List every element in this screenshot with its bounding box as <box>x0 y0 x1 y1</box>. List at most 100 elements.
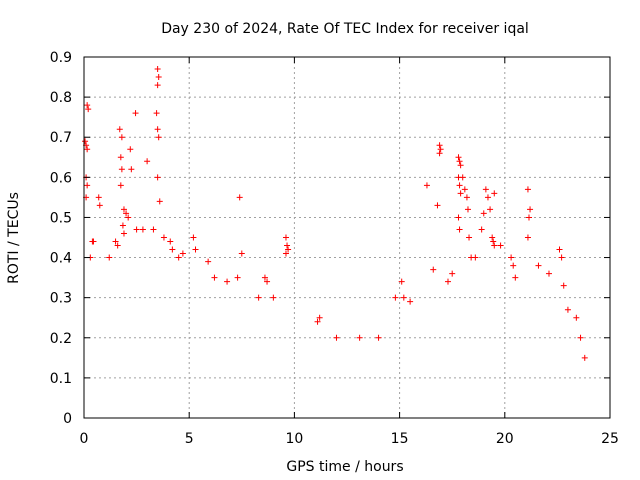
data-point <box>285 246 292 253</box>
data-point <box>558 254 565 261</box>
data-point <box>456 182 463 189</box>
data-point <box>436 142 443 149</box>
data-point <box>478 226 485 233</box>
x-tick-label: 0 <box>80 431 89 447</box>
y-tick-label: 0.7 <box>50 130 72 146</box>
data-point <box>457 162 464 169</box>
data-point <box>150 226 157 233</box>
data-point <box>455 214 462 221</box>
data-point <box>489 234 496 241</box>
data-point <box>160 234 167 241</box>
chart-title: Day 230 of 2024, Rate Of TEC Index for r… <box>161 21 529 37</box>
grid-lines <box>84 57 610 418</box>
data-point <box>491 242 498 249</box>
data-point <box>139 226 146 233</box>
y-tick-label: 0.1 <box>50 371 72 387</box>
data-point <box>487 206 494 213</box>
data-point <box>117 182 124 189</box>
data-point <box>82 138 89 145</box>
data-point <box>236 194 243 201</box>
data-point <box>545 270 552 277</box>
data-point <box>430 266 437 273</box>
data-point <box>156 198 163 205</box>
data-point <box>179 250 186 257</box>
data-point <box>449 270 456 277</box>
data-point <box>423 182 430 189</box>
x-tick-label: 15 <box>391 431 409 447</box>
data-point <box>155 134 162 141</box>
data-point <box>356 334 363 341</box>
data-point <box>463 194 470 201</box>
data-point <box>234 274 241 281</box>
data-point <box>482 186 489 193</box>
data-point <box>116 126 123 133</box>
x-axis-label: GPS time / hours <box>286 459 403 475</box>
data-point <box>497 242 504 249</box>
data-point <box>556 246 563 253</box>
y-tick-label: 0.4 <box>50 251 72 267</box>
data-point <box>96 202 103 209</box>
y-tick-label: 0.5 <box>50 210 72 226</box>
data-point <box>154 66 161 73</box>
data-point <box>85 106 92 113</box>
data-point <box>524 234 531 241</box>
data-point <box>282 234 289 241</box>
data-point <box>120 230 127 237</box>
data-point <box>535 262 542 269</box>
data-point <box>316 314 323 321</box>
data-point <box>525 214 532 221</box>
data-point <box>132 110 139 117</box>
axis-ticks <box>83 56 611 419</box>
data-point <box>573 314 580 321</box>
data-point <box>118 166 125 173</box>
data-point <box>510 262 517 269</box>
data-point <box>123 210 130 217</box>
y-tick-labels: 0 0.1 0.2 0.3 0.4 0.5 0.6 0.7 0.8 0.9 <box>50 50 72 427</box>
plot-frame <box>83 56 611 419</box>
data-point <box>456 158 463 165</box>
data-point <box>444 278 451 285</box>
data-point <box>211 274 218 281</box>
y-axis-label: ROTI / TECUs <box>6 192 22 284</box>
data-points <box>82 66 588 361</box>
data-point <box>261 274 268 281</box>
data-point <box>464 206 471 213</box>
data-point <box>238 250 245 257</box>
data-point <box>461 186 468 193</box>
data-point <box>175 254 182 261</box>
data-point <box>466 234 473 241</box>
data-point <box>577 334 584 341</box>
data-point <box>154 174 161 181</box>
data-point <box>84 182 91 189</box>
data-point <box>117 154 124 161</box>
data-point <box>527 206 534 213</box>
data-point <box>560 282 567 289</box>
data-point <box>333 334 340 341</box>
data-point <box>270 294 277 301</box>
data-point <box>205 258 212 265</box>
y-tick-label: 0.3 <box>50 291 72 307</box>
data-point <box>434 202 441 209</box>
y-tick-label: 0 <box>63 411 72 427</box>
data-point <box>480 210 487 217</box>
data-point <box>128 166 135 173</box>
data-point <box>564 306 571 313</box>
data-point <box>112 238 119 245</box>
data-point <box>407 298 414 305</box>
data-point <box>190 234 197 241</box>
y-tick-label: 0.8 <box>50 90 72 106</box>
data-point <box>457 190 464 197</box>
data-point <box>84 146 91 153</box>
x-tick-label: 10 <box>285 431 303 447</box>
data-point <box>524 186 531 193</box>
data-point <box>581 354 588 361</box>
y-tick-label: 0.9 <box>50 50 72 66</box>
data-point <box>114 242 121 249</box>
data-point <box>119 222 126 229</box>
data-point <box>264 278 271 285</box>
y-tick-label: 0.2 <box>50 331 72 347</box>
data-point <box>490 238 497 245</box>
data-point <box>118 134 125 141</box>
data-point <box>456 226 463 233</box>
